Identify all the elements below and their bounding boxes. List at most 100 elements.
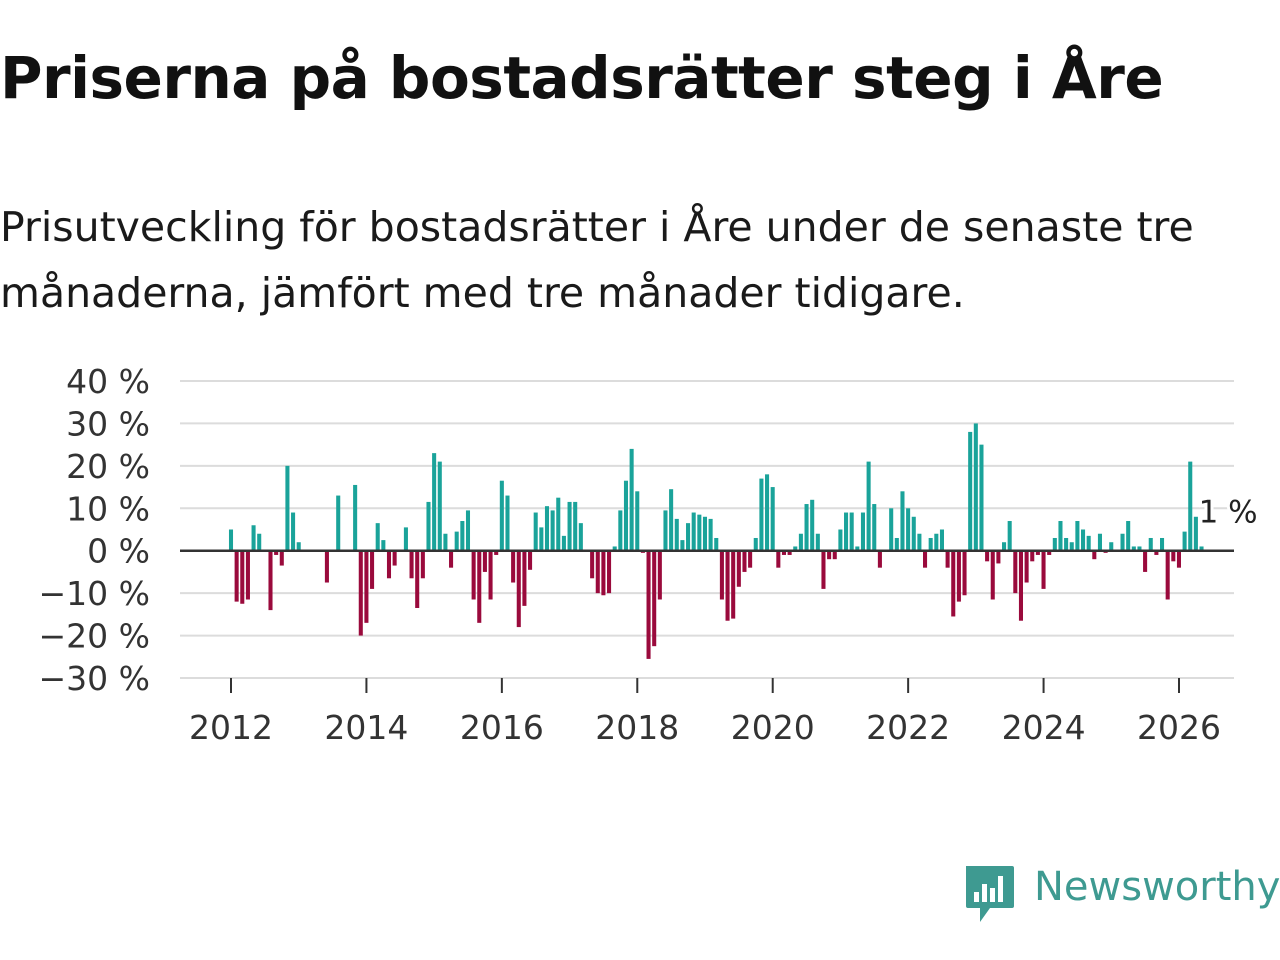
bar: [748, 550, 753, 568]
newsworthy-brand[interactable]: Newsworthy: [962, 862, 1280, 928]
bar: [623, 480, 629, 551]
bar: [420, 550, 425, 579]
bar: [928, 537, 933, 551]
bar: [336, 495, 341, 551]
bar: [652, 550, 657, 647]
x-tick-label: 2012: [189, 708, 273, 747]
bar: [1024, 550, 1029, 583]
bar: [770, 487, 775, 551]
bar: [1137, 546, 1142, 551]
bar: [781, 550, 787, 555]
bar: [894, 537, 899, 551]
latest-value-label: 1 %: [1199, 494, 1258, 530]
bar: [482, 550, 487, 572]
bar: [494, 550, 499, 555]
bar: [460, 521, 465, 551]
bar: [990, 550, 995, 600]
y-tick-label: −20 %: [39, 617, 151, 656]
bar: [601, 550, 606, 596]
brand-name: Newsworthy: [1034, 864, 1280, 910]
bar: [804, 504, 809, 551]
x-tick-label: 2022: [866, 708, 950, 747]
bar: [1143, 550, 1148, 572]
bar: [844, 512, 849, 551]
bar: [1081, 529, 1086, 551]
bar: [719, 550, 724, 600]
bar: [522, 550, 527, 606]
bar: [793, 546, 798, 551]
x-tick-label: 2026: [1137, 708, 1221, 747]
bar: [889, 508, 894, 551]
bar: [900, 491, 905, 551]
bar: [240, 550, 245, 604]
bar: [578, 523, 583, 551]
bar: [996, 550, 1001, 564]
bar: [573, 501, 578, 551]
bar: [973, 423, 978, 551]
bar: [454, 531, 459, 551]
bar: [657, 550, 662, 600]
bar: [832, 550, 837, 560]
bar: [742, 550, 747, 572]
bar: [477, 550, 482, 623]
bar: [674, 518, 679, 551]
bar: [827, 550, 832, 560]
bar: [618, 510, 623, 551]
bar: [291, 512, 296, 551]
bar: [838, 529, 843, 551]
bar: [686, 523, 691, 551]
bar: [1160, 537, 1165, 551]
bar: [1109, 542, 1114, 551]
y-tick-label: 30 %: [66, 404, 150, 443]
bar: [228, 529, 234, 551]
bar: [962, 550, 967, 596]
bar: [1120, 533, 1125, 551]
y-tick-label: 10 %: [66, 489, 150, 528]
bar: [1075, 521, 1080, 551]
bar: [1171, 550, 1176, 562]
bar: [505, 495, 510, 551]
bar: [544, 506, 550, 551]
bar: [798, 533, 803, 551]
bar: [1052, 537, 1057, 551]
bar: [607, 550, 612, 594]
bar: [358, 550, 363, 636]
bar: [702, 516, 708, 551]
x-tick-label: 2024: [1002, 708, 1086, 747]
bar: [279, 550, 284, 566]
bar: [1188, 461, 1193, 551]
bar: [669, 489, 674, 551]
bar: [725, 550, 730, 621]
bar: [855, 546, 860, 551]
bar: [432, 453, 437, 551]
bar: [426, 501, 431, 551]
bar: [274, 550, 279, 555]
bar: [556, 497, 561, 551]
bar: [815, 533, 820, 551]
bar: [821, 550, 826, 589]
bar: [985, 550, 990, 562]
x-tick-label: 2014: [324, 708, 408, 747]
bar: [1047, 550, 1052, 555]
bar: [956, 550, 961, 602]
bar: [528, 550, 533, 570]
y-tick-label: 0 %: [87, 532, 150, 571]
bar: [516, 550, 521, 628]
bar: [1018, 550, 1023, 621]
bar: [257, 533, 262, 551]
bar: [736, 550, 741, 587]
bar: [877, 550, 882, 568]
y-tick-label: −30 %: [39, 659, 151, 698]
bar: [409, 550, 414, 579]
bar: [1126, 521, 1131, 551]
bar: [1193, 516, 1198, 551]
bar: [415, 550, 420, 608]
bar: [951, 550, 956, 617]
bar: [1199, 546, 1204, 551]
bar: [1182, 531, 1187, 551]
bar: [906, 508, 911, 551]
bar: [776, 550, 781, 568]
bar: [324, 550, 329, 583]
bar: [714, 537, 719, 551]
bar: [353, 484, 358, 551]
